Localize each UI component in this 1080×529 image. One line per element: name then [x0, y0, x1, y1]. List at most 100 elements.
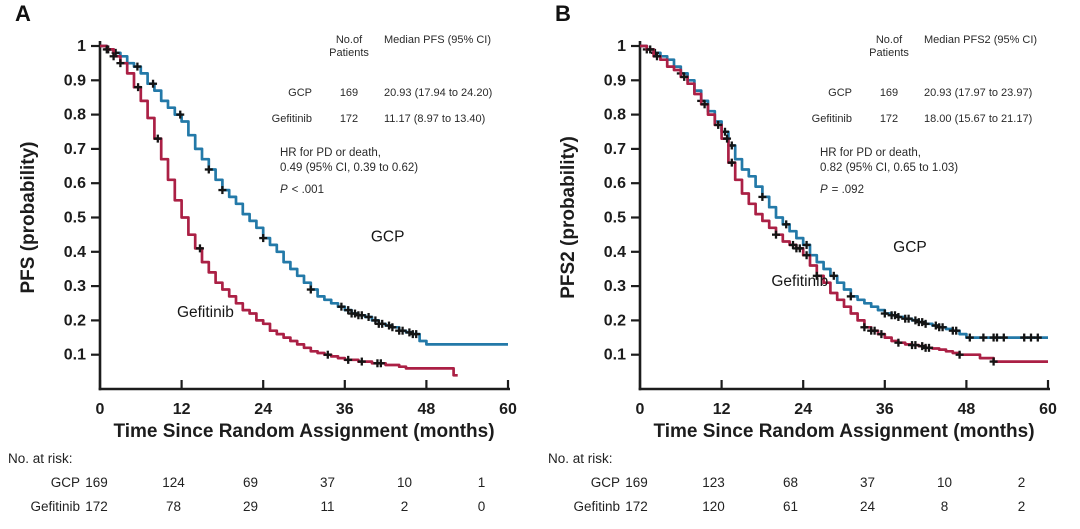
- y-tick-label: 0.5: [64, 210, 86, 227]
- risk-row-gefitinib-name: Gefitinb: [573, 499, 620, 514]
- risk-value: 2: [400, 499, 409, 514]
- risk-value: 37: [319, 475, 336, 490]
- hr-line1: HR for PD or death,: [820, 147, 921, 159]
- risk-value: 172: [85, 499, 108, 514]
- y-tick-label: 0.2: [604, 312, 626, 329]
- risk-value: 2: [1017, 475, 1026, 490]
- x-tick-label: 24: [794, 401, 812, 418]
- stats-table-b: No.of Patients Median PFS2 (95% CI) GCP …: [756, 34, 1080, 126]
- p-value: < .001: [291, 184, 324, 196]
- x-tick-label: 24: [254, 401, 272, 418]
- risk-value: 1: [477, 475, 486, 490]
- x-tick-label: 60: [1039, 401, 1057, 418]
- x-tick-label: 48: [958, 401, 976, 418]
- hr-line2: 0.82 (95% CI, 0.65 to 1.03): [820, 162, 959, 174]
- stats-col-patients-header: No.of Patients: [862, 34, 916, 74]
- panel-b: B 1 0.9 0.8 0.7 0.6 0.5 0.4 0.3 0.2 0.1 0 12 24 36 48 6…: [540, 0, 1080, 529]
- hr-line1: HR for PD or death,: [280, 147, 381, 159]
- x-axis-title: Time Since Random Assignment (months): [113, 421, 494, 442]
- risk-value: 11: [320, 499, 335, 514]
- risk-table-title: No. at risk:: [548, 451, 613, 466]
- stats-row-gefitinib-name: Gefitinib: [271, 113, 312, 125]
- stats-header-line2: Patients: [869, 47, 909, 59]
- risk-row-gefitinib-values: 172 78 29 11 2 0: [58, 499, 520, 514]
- stats-row-gcp-median: 20.93 (17.94 to 24.20): [384, 87, 493, 99]
- x-tick-label: 12: [713, 401, 731, 418]
- stats-col-patients-header: No.of Patients: [322, 34, 376, 74]
- stats-row-gcp-name: GCP: [288, 87, 312, 99]
- stats-row-gefitinib-n: 172: [339, 113, 359, 125]
- y-axis-title: PFS (probability): [18, 142, 39, 294]
- y-tick-label: 0.3: [64, 278, 86, 295]
- y-axis-title: PFS2 (probability): [558, 136, 579, 299]
- p-symbol: P: [280, 184, 288, 196]
- risk-row-gcp-name: GCP: [590, 475, 620, 490]
- risk-value: 169: [625, 475, 648, 490]
- x-tick-label: 12: [173, 401, 191, 418]
- x-tick-label: 0: [636, 401, 645, 418]
- km-plot-a: 1 0.9 0.8 0.7 0.6 0.5 0.4 0.3 0.2 0.1 0 12 24 36 48 60 T…: [18, 38, 517, 442]
- x-tick-label: 36: [336, 401, 354, 418]
- gefitinib-curve-label: Gefitinib: [771, 273, 828, 290]
- stats-header-line1: No.of: [875, 34, 903, 46]
- risk-table-a: No. at risk: GCP 169 124 69 37 10 1 Gefi…: [0, 451, 540, 517]
- y-tick-label: 0.1: [64, 347, 86, 364]
- gefitinib-curve-label: Gefitinib: [177, 304, 234, 321]
- risk-value: 169: [85, 475, 108, 490]
- stats-row-gefitinib-n: 172: [879, 113, 899, 125]
- y-tick-label: 0.4: [604, 244, 626, 261]
- p-value-line: P < .001: [280, 183, 418, 198]
- risk-value: 24: [859, 499, 876, 514]
- stats-header-line1: No.of: [335, 34, 363, 46]
- p-value-line: P = .092: [820, 183, 958, 198]
- x-tick-label: 36: [876, 401, 894, 418]
- hr-annotation-b: HR for PD or death, 0.82 (95% CI, 0.65 t…: [820, 146, 958, 198]
- risk-value: 10: [936, 475, 953, 490]
- stats-row-gefitinib-median: 11.17 (8.97 to 13.40): [384, 113, 486, 125]
- y-tick-label: 0.2: [64, 312, 86, 329]
- stats-header-line2: Patients: [329, 47, 369, 59]
- risk-table-title: No. at risk:: [8, 451, 73, 466]
- y-tick-label: 1: [617, 38, 626, 55]
- p-value: = .092: [831, 184, 864, 196]
- risk-value: 29: [242, 499, 259, 514]
- stats-row-gcp-name: GCP: [828, 87, 852, 99]
- risk-table-b: No. at risk: GCP 169 123 68 37 10 2 Gefi…: [540, 0, 1080, 529]
- x-tick-label: 60: [499, 401, 517, 418]
- x-tick-label: 48: [418, 401, 436, 418]
- hr-line2: 0.49 (95% CI, 0.39 to 0.62): [280, 162, 419, 174]
- risk-value: 61: [782, 499, 799, 514]
- y-tick-label: 0.7: [604, 141, 626, 158]
- risk-value: 10: [396, 475, 413, 490]
- stats-row-gcp-median: 20.93 (17.97 to 23.97): [924, 87, 1033, 99]
- panel-a-label: A: [15, 1, 31, 26]
- risk-value: 78: [165, 499, 182, 514]
- risk-row-gcp: GCP 169 124 69 37 10 1: [0, 475, 540, 493]
- y-tick-label: 0.1: [604, 347, 626, 364]
- x-tick-label: 0: [96, 401, 105, 418]
- y-tick-label: 0.6: [64, 175, 86, 192]
- risk-row-gefitinib: Gefitinb 172 120 61 24 8 2: [540, 499, 1080, 517]
- gcp-curve-label: GCP: [893, 239, 927, 256]
- p-symbol: P: [820, 184, 828, 196]
- stats-row-gcp-n: 169: [879, 87, 899, 99]
- risk-value: 120: [702, 499, 725, 514]
- y-tick-label: 0.7: [64, 141, 86, 158]
- y-tick-label: 0.6: [604, 175, 626, 192]
- stats-row-gefitinib-median: 18.00 (15.67 to 21.17): [924, 113, 1033, 125]
- y-tick-label: 0.8: [604, 107, 626, 124]
- risk-value: 0: [477, 499, 486, 514]
- risk-row-gcp-name: GCP: [50, 475, 80, 490]
- risk-row-gcp: GCP 169 123 68 37 10 2: [540, 475, 1080, 493]
- gcp-curve-label: GCP: [371, 229, 405, 246]
- risk-value: 68: [782, 475, 799, 490]
- risk-value: 172: [625, 499, 648, 514]
- y-tick-label: 0.5: [604, 210, 626, 227]
- y-tick-label: 1: [77, 38, 86, 55]
- hr-annotation-a: HR for PD or death, 0.49 (95% CI, 0.39 t…: [280, 146, 418, 198]
- risk-value: 8: [940, 499, 949, 514]
- stats-row-gcp-n: 169: [339, 87, 359, 99]
- risk-row-gefitinib: Gefitinib 172 78 29 11 2 0: [0, 499, 540, 517]
- km-plot-b: 1 0.9 0.8 0.7 0.6 0.5 0.4 0.3 0.2 0.1 0 12 24 36 48 60 T…: [558, 38, 1057, 442]
